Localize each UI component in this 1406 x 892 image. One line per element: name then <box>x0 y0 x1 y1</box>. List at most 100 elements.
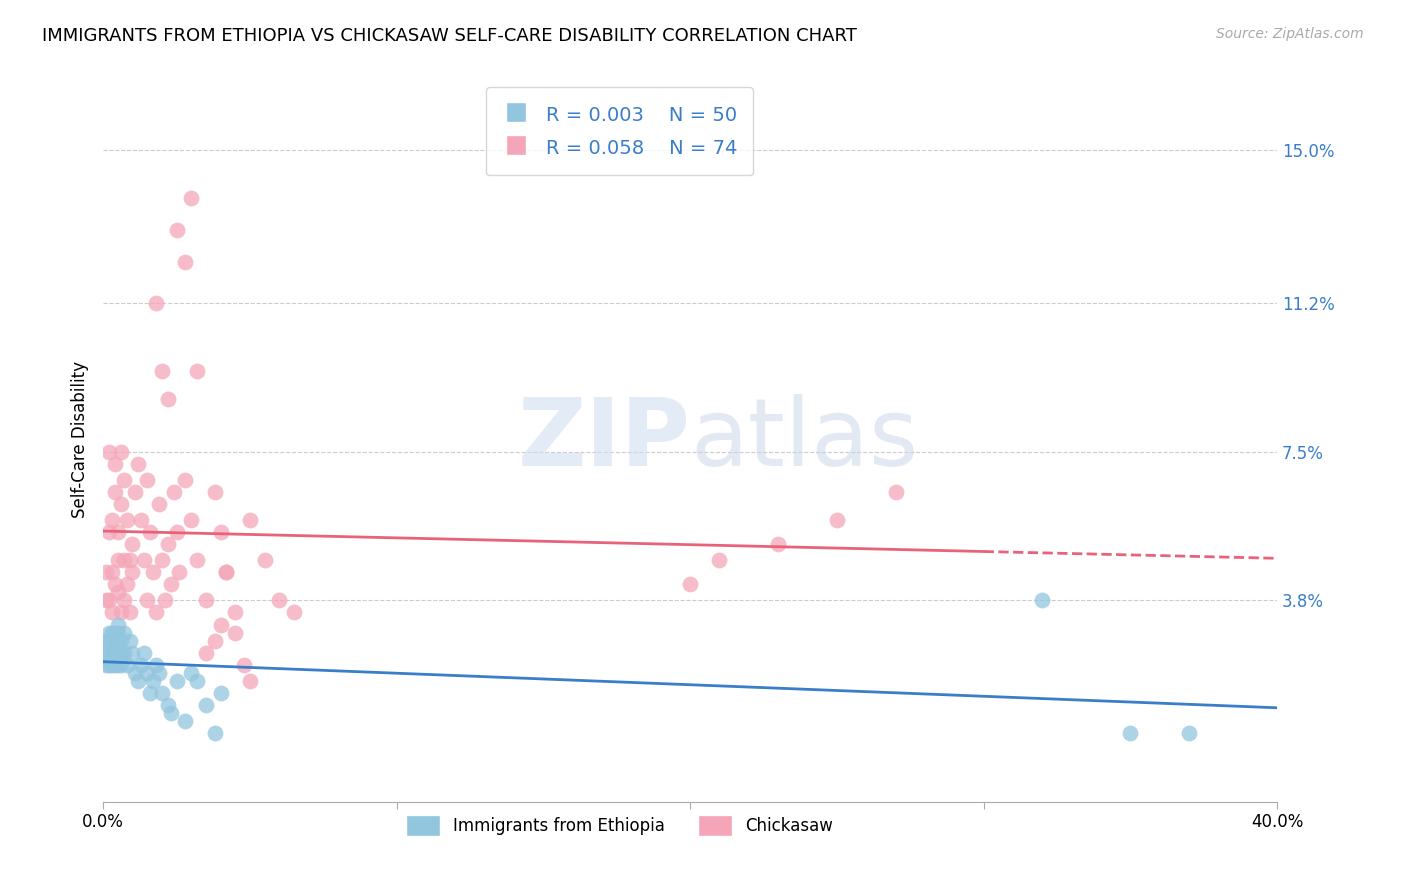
Point <box>145 657 167 672</box>
Point <box>169 566 191 580</box>
Point <box>150 553 173 567</box>
Point <box>112 553 135 567</box>
Point <box>156 537 179 551</box>
Point <box>110 646 132 660</box>
Text: ZIP: ZIP <box>517 393 690 485</box>
Point <box>115 513 138 527</box>
Point <box>124 484 146 499</box>
Text: Source: ZipAtlas.com: Source: ZipAtlas.com <box>1216 27 1364 41</box>
Point <box>118 633 141 648</box>
Point <box>104 457 127 471</box>
Point <box>150 364 173 378</box>
Point <box>174 473 197 487</box>
Point <box>98 593 121 607</box>
Point <box>107 585 129 599</box>
Point <box>159 577 181 591</box>
Point <box>124 665 146 680</box>
Point <box>94 566 117 580</box>
Point <box>129 657 152 672</box>
Point <box>112 625 135 640</box>
Point <box>186 364 208 378</box>
Point <box>104 633 127 648</box>
Point <box>239 513 262 527</box>
Point <box>104 657 127 672</box>
Point <box>139 686 162 700</box>
Point <box>1119 726 1142 740</box>
Point <box>148 497 170 511</box>
Point <box>145 295 167 310</box>
Point <box>224 625 246 640</box>
Point <box>94 593 117 607</box>
Point <box>121 646 143 660</box>
Point <box>98 444 121 458</box>
Point <box>1178 726 1201 740</box>
Point <box>107 646 129 660</box>
Point <box>239 673 262 688</box>
Point <box>112 646 135 660</box>
Point <box>115 577 138 591</box>
Text: atlas: atlas <box>690 393 918 485</box>
Point <box>101 566 124 580</box>
Point <box>233 657 256 672</box>
Point <box>134 553 156 567</box>
Point <box>98 657 121 672</box>
Point <box>127 673 149 688</box>
Point <box>127 457 149 471</box>
Point <box>142 566 165 580</box>
Point <box>107 553 129 567</box>
Point <box>1031 593 1053 607</box>
Point <box>115 657 138 672</box>
Point <box>110 606 132 620</box>
Point <box>98 646 121 660</box>
Point <box>101 625 124 640</box>
Point <box>825 513 848 527</box>
Point <box>209 524 232 539</box>
Point <box>884 484 907 499</box>
Point <box>180 665 202 680</box>
Point <box>118 606 141 620</box>
Point <box>101 513 124 527</box>
Point <box>107 633 129 648</box>
Point <box>104 484 127 499</box>
Point <box>204 726 226 740</box>
Point <box>139 524 162 539</box>
Point <box>269 593 291 607</box>
Point <box>209 686 232 700</box>
Point <box>194 593 217 607</box>
Point <box>180 513 202 527</box>
Point <box>98 625 121 640</box>
Point <box>112 473 135 487</box>
Point <box>148 665 170 680</box>
Point <box>209 617 232 632</box>
Point <box>180 191 202 205</box>
Point <box>679 577 702 591</box>
Point <box>186 673 208 688</box>
Point <box>224 606 246 620</box>
Point <box>110 657 132 672</box>
Point <box>166 524 188 539</box>
Point <box>215 566 238 580</box>
Point <box>104 625 127 640</box>
Point <box>159 706 181 720</box>
Point <box>174 714 197 728</box>
Point <box>145 606 167 620</box>
Point <box>156 698 179 712</box>
Point <box>156 392 179 407</box>
Y-axis label: Self-Care Disability: Self-Care Disability <box>72 361 89 518</box>
Point <box>98 633 121 648</box>
Point <box>94 657 117 672</box>
Point <box>134 646 156 660</box>
Point <box>121 566 143 580</box>
Point <box>136 473 159 487</box>
Point <box>153 593 176 607</box>
Point <box>107 617 129 632</box>
Point <box>104 646 127 660</box>
Point <box>166 223 188 237</box>
Text: IMMIGRANTS FROM ETHIOPIA VS CHICKASAW SELF-CARE DISABILITY CORRELATION CHART: IMMIGRANTS FROM ETHIOPIA VS CHICKASAW SE… <box>42 27 858 45</box>
Point <box>166 673 188 688</box>
Point <box>94 646 117 660</box>
Point <box>101 633 124 648</box>
Point <box>136 593 159 607</box>
Point <box>215 566 238 580</box>
Point <box>110 444 132 458</box>
